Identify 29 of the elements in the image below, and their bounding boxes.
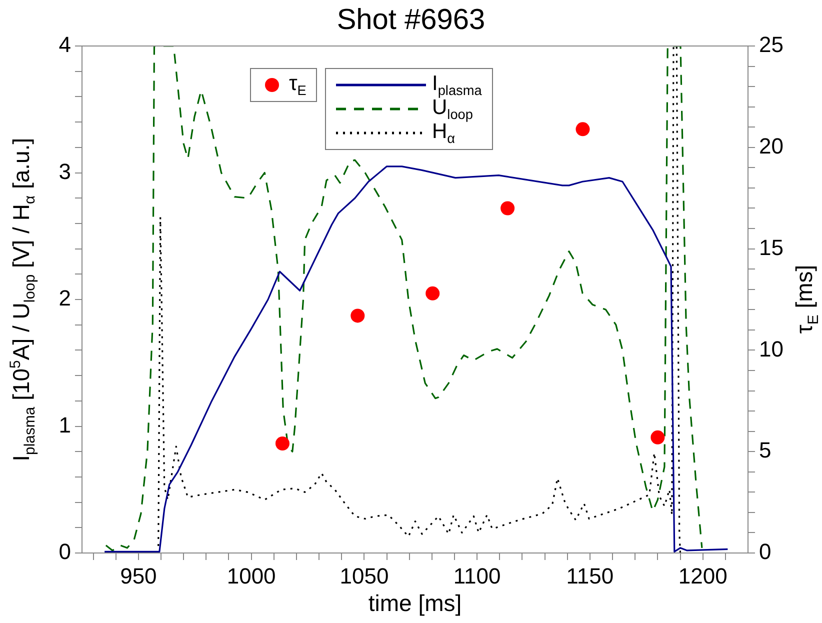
legend-label: H$_{α}$ [432,120,456,146]
x-tick-label: 1050 [340,563,389,588]
x-axis-title: time [ms] [367,590,463,617]
x-tick-label: 950 [120,563,157,588]
legend-label: τ$_{E}$ [289,72,306,98]
y2-tick-label: 0 [759,539,772,564]
y2-tick-label: 25 [759,32,784,58]
point [426,286,440,300]
point [275,436,290,450]
x-tick-label: 1100 [453,563,501,588]
y-tick-label: 2 [58,286,71,311]
y2-tick-label: 15 [759,234,784,260]
y2-tick-label: 5 [759,438,772,463]
point [500,201,515,216]
point [576,122,590,136]
x-tick-label: 1150 [566,563,614,588]
x-tick-label: 1200 [678,563,728,588]
point [350,308,365,323]
point [650,430,665,444]
chart-title: Shot #6963 [336,4,486,36]
y-tick-label: 4 [58,32,71,58]
legend-label: U$_{loop}$ [432,96,473,122]
y-tick-label: 0 [58,539,71,564]
y-tick-label: 3 [58,158,71,184]
y2-tick-label: 20 [759,133,784,158]
legend-label: I$_{plasma}$ [432,72,482,98]
x-tick-label: 1000 [226,563,276,588]
y2-tick-label: 10 [759,336,784,362]
y-tick-label: 1 [58,412,71,438]
